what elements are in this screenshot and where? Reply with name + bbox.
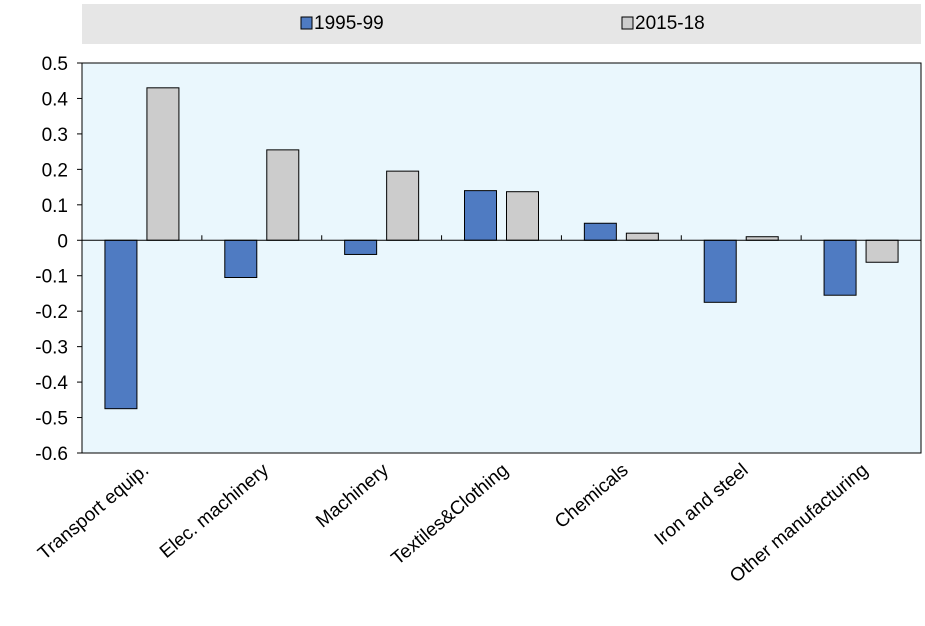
legend-label-1995-99: 1995-99 <box>314 13 384 34</box>
bar-2015-18-6 <box>865 239 899 263</box>
bar-1995-99-4 <box>583 222 617 241</box>
y-tick-label: 0.2 <box>42 160 68 181</box>
y-tick-label: 0.5 <box>42 54 68 75</box>
y-tick-label: 0.3 <box>42 125 68 146</box>
legend-swatch-2015-18 <box>621 16 634 30</box>
y-tick-label: -0.5 <box>35 409 68 430</box>
y-tick-label: 0.4 <box>42 89 69 110</box>
bar-2015-18-0 <box>146 87 180 241</box>
x-tick-label: Machinery <box>312 459 393 532</box>
x-axis-labels: Transport equip. Elec. machinery Machinery… <box>34 459 872 587</box>
x-tick-label: Elec. machinery <box>156 459 273 562</box>
y-axis: 0.5 0.4 0.3 0.2 0.1 0 -0.1 -0.2 -0.3 -0.4 -0.5 -0.6 <box>35 54 82 465</box>
bar-2015-18-3 <box>506 191 539 241</box>
x-tick-label: Transport equip. <box>34 460 153 565</box>
bar-1995-99-6 <box>823 239 857 296</box>
bar-1995-99-1 <box>224 239 258 278</box>
bar-1995-99-3 <box>464 190 497 241</box>
x-tick-label: Iron and steel <box>651 460 753 550</box>
y-tick-label: -0.6 <box>35 444 68 465</box>
legend-item-1995-99: 1995-99 <box>300 13 384 34</box>
bar-1995-99-5 <box>703 239 737 303</box>
bar-1995-99-2 <box>344 239 378 255</box>
x-tick-label: Chemicals <box>551 460 632 533</box>
y-tick-label: -0.1 <box>35 267 68 288</box>
bar-2015-18-4 <box>625 232 659 241</box>
legend-item-2015-18: 2015-18 <box>621 13 705 34</box>
y-tick-label: -0.4 <box>35 373 68 394</box>
bars <box>104 87 899 410</box>
legend-swatch-1995-99 <box>300 16 313 30</box>
bar-1995-99-0 <box>104 239 138 410</box>
x-tick-label: Textiles&Clothing <box>388 460 513 570</box>
x-axis <box>82 235 921 241</box>
y-tick-label: -0.2 <box>35 302 68 323</box>
y-tick-label: 0.1 <box>42 196 68 217</box>
legend-label-2015-18: 2015-18 <box>635 13 705 34</box>
plot-area <box>81 62 922 454</box>
y-tick-label: 0 <box>57 231 68 252</box>
y-tick-label: -0.3 <box>35 338 68 359</box>
bar-2015-18-2 <box>386 170 420 241</box>
legend-background <box>82 4 921 44</box>
bar-2015-18-5 <box>745 236 779 241</box>
bar-2015-18-1 <box>266 149 300 241</box>
